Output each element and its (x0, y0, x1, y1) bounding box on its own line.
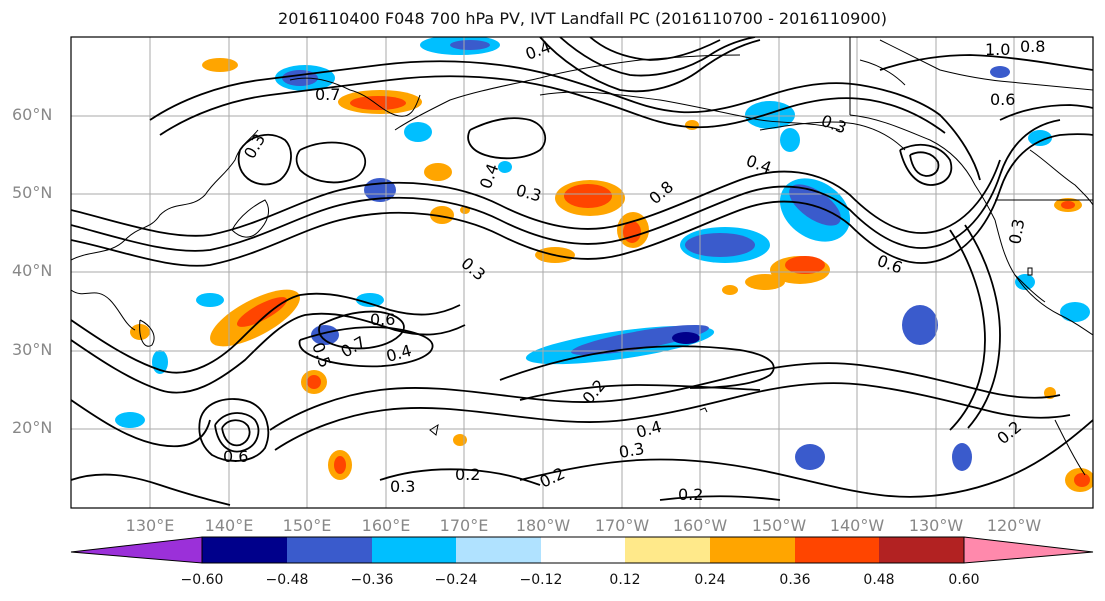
lon-label: 160°E (361, 516, 411, 535)
colorbar-tick: −0.60 (180, 572, 224, 588)
lon-label: 120°W (986, 516, 1042, 535)
lat-label: 60°N (12, 105, 53, 124)
colorbar-tick: −0.48 (265, 572, 309, 588)
colorbar-extend-low (70, 536, 203, 564)
contour-label: 0.3 (1005, 217, 1028, 245)
contour-label: 0.6 (370, 310, 395, 329)
figure-title: 2016110400 F048 700 hPa PV, IVT Landfall… (278, 9, 887, 28)
contour-label: 0.2 (678, 485, 703, 504)
colorbar-tick: 0.12 (609, 572, 641, 588)
colorbar-extend-high (963, 536, 1094, 564)
lon-label: 150°E (282, 516, 332, 535)
colorbar-segment (287, 537, 372, 563)
lat-label: 50°N (12, 183, 53, 202)
positive-anomaly-shading (130, 58, 1093, 492)
colorbar-tick: 0.36 (779, 572, 811, 588)
contour-label: 0.6 (990, 90, 1015, 109)
lat-label: 20°N (12, 418, 53, 437)
colorbar-frame (201, 536, 965, 564)
colorbar-tick: 0.24 (694, 572, 726, 588)
map-frame (70, 36, 1094, 509)
colorbar-segment (710, 537, 795, 563)
lon-label: 130°E (125, 516, 175, 535)
contour-label: 0.7 (315, 85, 340, 104)
lat-label: 30°N (12, 340, 53, 359)
colorbar-segment (372, 537, 456, 563)
colorbar (70, 536, 1094, 564)
contour-label: 0.3 (390, 477, 415, 496)
lon-label: 150°W (751, 516, 807, 535)
lon-label: 140°E (204, 516, 254, 535)
lon-label: 170°W (594, 516, 650, 535)
contour-label: 1.0 (985, 40, 1010, 59)
colorbar-segment (202, 537, 287, 563)
colorbar-tick: 0.48 (863, 572, 895, 588)
colorbar-segment (879, 537, 964, 563)
lon-label: 180°W (515, 516, 571, 535)
colorbar-tick: −0.12 (519, 572, 563, 588)
lon-label: 140°W (829, 516, 885, 535)
lat-label: 40°N (12, 261, 53, 280)
contour-label: 0.6 (223, 447, 248, 466)
colorbar-tick: −0.24 (434, 572, 478, 588)
colorbar-segment (795, 537, 879, 563)
contour-label: 0.8 (1020, 37, 1045, 56)
lon-label: 160°W (672, 516, 728, 535)
lon-label: 170°E (439, 516, 489, 535)
pv-contours (71, 37, 1093, 506)
colorbar-tick: −0.36 (350, 572, 394, 588)
colorbar-segment (456, 537, 541, 563)
colorbar-segment (541, 537, 625, 563)
colorbar-tick: 0.60 (948, 572, 980, 588)
graticule (71, 37, 1093, 508)
lon-label: 130°W (908, 516, 964, 535)
pv-contours-thin (429, 267, 1033, 436)
colorbar-segment (625, 537, 710, 563)
negative-anomaly-shading (115, 37, 1090, 471)
contour-label: 0.2 (455, 465, 480, 484)
contour-label: 0.3 (617, 439, 645, 462)
